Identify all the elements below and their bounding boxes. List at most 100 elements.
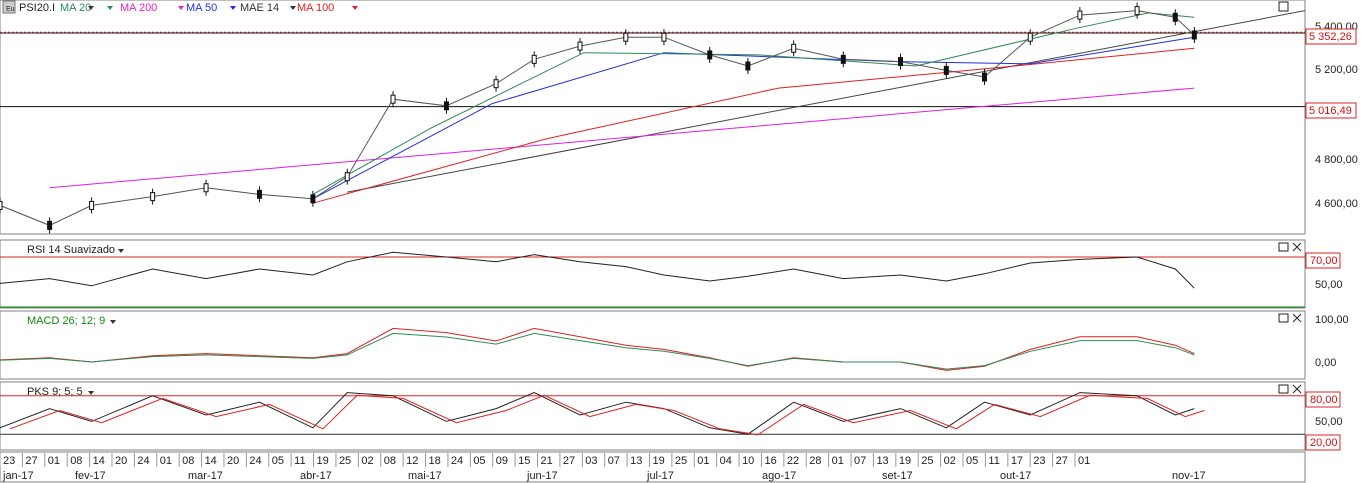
candle-body [89, 200, 95, 210]
candle-body [661, 32, 667, 42]
level-label-lower: 5 016,49 [1309, 105, 1352, 117]
date-day-label: 19 [317, 455, 329, 467]
pks-k-line [0, 392, 1195, 435]
date-day-label: 16 [764, 455, 776, 467]
date-day-label: 27 [563, 455, 575, 467]
candle-body [1077, 10, 1083, 20]
date-day-label: 12 [406, 455, 418, 467]
maximize-icon[interactable] [1278, 242, 1289, 252]
pks-badge-20 [1305, 434, 1341, 451]
candle-body [1191, 30, 1197, 40]
date-month-label: mai-17 [408, 470, 442, 482]
chevron-down-icon [88, 6, 94, 10]
rsi-tick-70: 70,00 [1310, 255, 1338, 267]
symbol-label[interactable]: PSI20.I [19, 2, 55, 14]
price-tick: 4 800,00 [1315, 154, 1358, 166]
ma-line [49, 87, 1195, 189]
maximize-icon[interactable] [1278, 384, 1289, 394]
date-month-label: mar-17 [188, 470, 223, 482]
date-day-label: 23 [1033, 455, 1045, 467]
chevron-down-icon [290, 6, 296, 10]
candle-body [943, 65, 949, 75]
candle-body [745, 61, 751, 71]
date-day-label: 07 [608, 455, 620, 467]
rsi-tick-50: 50,00 [1315, 279, 1343, 291]
date-day-label: 09 [496, 455, 508, 467]
level-badge-upper [1305, 28, 1357, 45]
pks-tick-20: 20,00 [1310, 437, 1338, 449]
candle-body [1172, 12, 1178, 22]
macd-panel [0, 310, 1306, 380]
pks-d-line [9, 394, 1205, 436]
date-day-label: 24 [249, 455, 261, 467]
maximize-icon[interactable] [1278, 1, 1289, 12]
date-day-label: 25 [339, 455, 351, 467]
date-day-label: 01 [1078, 455, 1090, 467]
candle-body [47, 220, 53, 230]
maximize-icon[interactable] [1278, 313, 1289, 323]
pks-badge-80 [1305, 391, 1341, 408]
candle-body [981, 72, 987, 82]
date-day-label: 02 [361, 455, 373, 467]
date-day-label: 21 [541, 455, 553, 467]
chevron-down-icon [110, 320, 116, 324]
date-month-label: out-17 [1000, 470, 1031, 482]
close-icon[interactable] [1292, 384, 1302, 394]
date-day-label: 01 [160, 455, 172, 467]
indicator-ma20[interactable]: MA 20 [60, 2, 91, 14]
date-day-label: 24 [137, 455, 149, 467]
date-day-label: 20 [115, 455, 127, 467]
macd-tick-0: 0,00 [1315, 357, 1336, 369]
date-day-label: 10 [742, 455, 754, 467]
price-tick: 5 200,00 [1315, 64, 1358, 76]
trendline [347, 10, 1306, 193]
indicator-ma100[interactable]: MA 100 [297, 2, 334, 14]
close-icon[interactable] [1292, 313, 1302, 323]
indicator-ma50[interactable]: MA 50 [186, 2, 217, 14]
date-day-label: 17 [1011, 455, 1023, 467]
ma-line [312, 47, 1195, 204]
candle-body [1134, 6, 1140, 16]
date-day-label: 08 [384, 455, 396, 467]
date-day-label: 20 [227, 455, 239, 467]
chevron-down-icon [88, 391, 94, 395]
date-day-label: 25 [675, 455, 687, 467]
date-day-label: 15 [518, 455, 530, 467]
macd-label[interactable]: MACD 26; 12; 9 [27, 315, 105, 327]
date-day-label: 08 [182, 455, 194, 467]
ma-line [312, 12, 1195, 195]
date-day-label: 28 [809, 455, 821, 467]
level-badge-lower [1305, 102, 1357, 119]
date-day-label: 19 [899, 455, 911, 467]
price-panel [0, 0, 1306, 235]
date-axis [0, 451, 1306, 483]
candle-body [840, 54, 846, 64]
close-icon[interactable] [1292, 242, 1302, 252]
indicator-ma200[interactable]: MA 200 [120, 2, 157, 14]
date-day-label: 04 [720, 455, 732, 467]
rsi-line [0, 251, 1195, 289]
date-month-label: nov-17 [1172, 470, 1206, 482]
candle-body [390, 94, 396, 104]
date-month-label: set-17 [882, 470, 913, 482]
date-month-label: jul-17 [646, 470, 674, 482]
macd-tick-100: 100,00 [1315, 314, 1349, 326]
candle-body [623, 32, 629, 42]
level-label-upper: 5 352,26 [1309, 31, 1352, 43]
candle-body [0, 200, 3, 210]
date-day-label: 18 [429, 455, 441, 467]
chevron-down-icon [230, 6, 236, 10]
macd-line [0, 327, 1195, 371]
pks-label[interactable]: PKS 9; 5; 5 [27, 386, 83, 398]
rsi-label[interactable]: RSI 14 Suavizado [27, 244, 115, 256]
candle-body [256, 189, 262, 199]
date-day-label: 05 [966, 455, 978, 467]
date-day-label: 05 [473, 455, 485, 467]
rsi-badge [1305, 252, 1341, 269]
date-day-label: 13 [630, 455, 642, 467]
indicator-mae14[interactable]: MAE 14 [240, 2, 279, 14]
date-day-label: 19 [652, 455, 664, 467]
date-day-label: 08 [70, 455, 82, 467]
